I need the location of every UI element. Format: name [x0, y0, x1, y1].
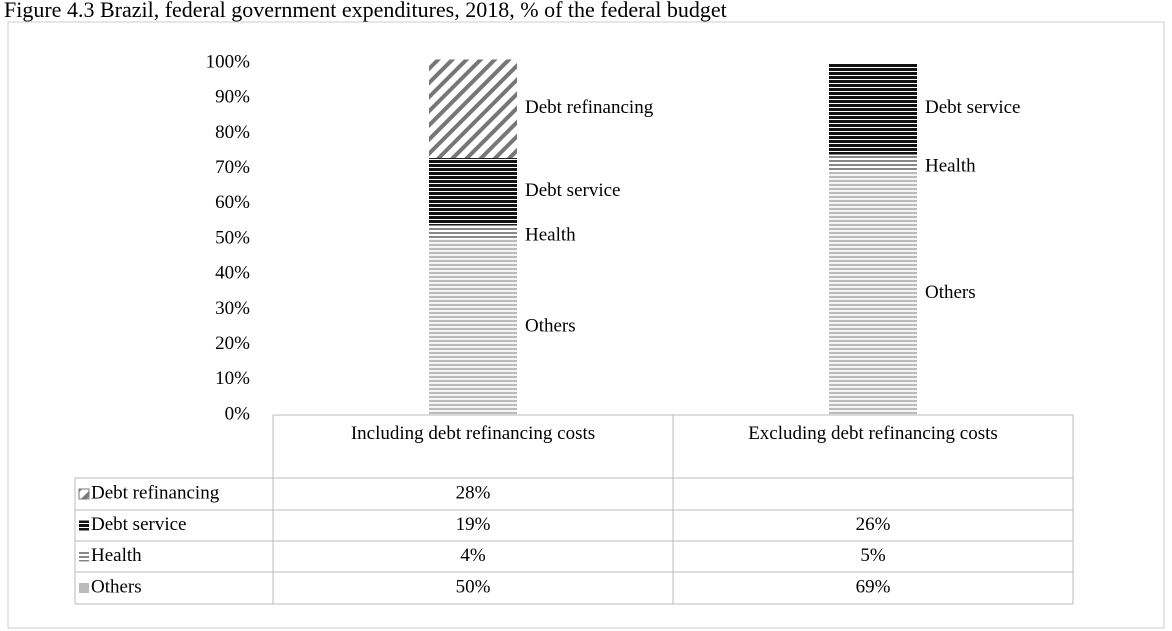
- table-value: 4%: [460, 545, 486, 566]
- segment-label: Debt service: [525, 180, 620, 201]
- bar-segment: [429, 158, 517, 225]
- legend-swatch: [78, 488, 90, 500]
- legend-label: Debt refinancing: [91, 482, 220, 503]
- legend-label: Others: [91, 576, 142, 597]
- y-tick-label: 80%: [215, 122, 250, 143]
- table-value: 69%: [856, 576, 891, 597]
- y-tick-label: 70%: [215, 157, 250, 178]
- segment-label: Debt refinancing: [525, 97, 654, 118]
- bar-segment: [829, 63, 917, 155]
- x-tick-label: Including debt refinancing costs: [350, 423, 596, 444]
- bar-segment: [829, 172, 917, 415]
- y-tick-label: 90%: [215, 87, 250, 108]
- bar-segment: [429, 239, 517, 415]
- table-value: 5%: [860, 545, 886, 566]
- y-tick-label: 60%: [215, 192, 250, 213]
- y-tick-label: 40%: [215, 263, 250, 284]
- legend-label: Debt service: [91, 514, 186, 535]
- chart-frame: [7, 21, 1165, 629]
- bar-segment: [429, 59, 517, 159]
- table-value: 19%: [456, 514, 491, 535]
- legend-label: Health: [91, 545, 142, 566]
- table-value: 26%: [856, 514, 891, 535]
- y-tick-label: 100%: [206, 51, 251, 72]
- bar-segment: [429, 224, 517, 239]
- segment-label: Others: [525, 315, 576, 336]
- legend-swatch: [79, 520, 89, 531]
- bar-segment: [829, 154, 917, 173]
- y-tick-label: 0%: [225, 403, 251, 424]
- y-tick-label: 30%: [215, 298, 250, 319]
- table-value: 28%: [456, 482, 491, 503]
- y-tick-label: 20%: [215, 333, 250, 354]
- category-cell: Excluding debt refinancing costs: [748, 423, 998, 444]
- segment-label: Health: [525, 224, 576, 245]
- chart-title: Figure 4.3 Brazil, federal government ex…: [4, 0, 727, 22]
- category-cell: Including debt refinancing costs: [350, 423, 596, 444]
- x-tick-label: Excluding debt refinancing costs: [748, 423, 998, 444]
- legend-swatch: [79, 583, 89, 593]
- y-tick-label: 10%: [215, 368, 250, 389]
- legend-swatch: [79, 551, 89, 562]
- segment-label: Debt service: [925, 97, 1020, 118]
- segment-label: Health: [925, 156, 976, 177]
- segment-label: Others: [925, 282, 976, 303]
- table-value: 50%: [456, 576, 491, 597]
- y-tick-label: 50%: [215, 227, 250, 248]
